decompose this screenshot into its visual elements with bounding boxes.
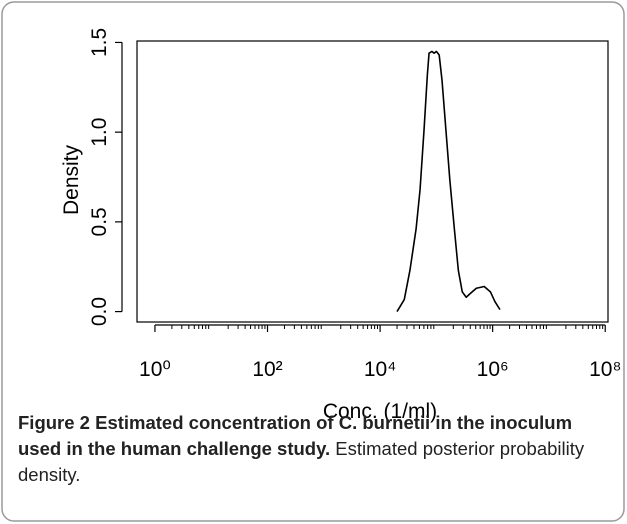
y-axis-label: Density [60,144,83,215]
figure-caption: Figure 2 Estimated concentration of C. b… [18,410,618,488]
y-tick-label: 1.5 [88,28,111,57]
x-tick-label: 10⁸ [589,358,621,381]
x-tick-label: 10² [252,358,282,381]
y-tick-label: 0.5 [88,207,111,236]
caption-title: Figure 2 Estimated concentration of C. b… [18,412,573,459]
plot-box [136,40,609,323]
y-tick-label: 0.0 [88,297,111,326]
x-axis-label: Conc. (1/ml) [323,400,437,423]
x-tick-label: 10⁶ [477,358,509,381]
y-tick-label: 1.0 [88,118,111,147]
x-tick-label: 10⁴ [364,358,396,381]
density-line [396,50,501,313]
caption-text: Estimated posterior probability density. [18,438,585,485]
x-tick-label: 10⁰ [139,358,171,381]
